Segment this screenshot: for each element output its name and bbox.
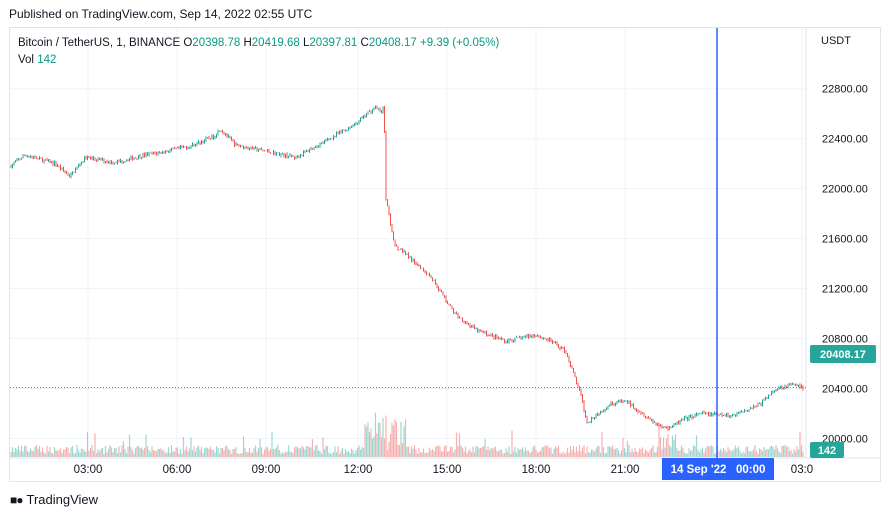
volume-bars [10, 412, 804, 457]
time-tick-label: 06:00 [163, 464, 192, 476]
price-tick-label: 22000.00 [822, 184, 868, 196]
legend-ohlc-row: Bitcoin / TetherUS, 1, BINANCE O20398.78… [18, 35, 499, 52]
published-header: Published on TradingView.com, Sep 14, 20… [9, 7, 313, 21]
crosshair-time-tag: 14 Sep '22 00:00 [671, 464, 766, 476]
brand-label: TradingView [26, 492, 99, 507]
volume-tag-bg [810, 442, 844, 458]
time-tick-label: 21:00 [611, 464, 640, 476]
open-key: O [183, 37, 193, 49]
price-axis: 22800.00 22400.00 22000.00 21600.00 21200.00… [822, 84, 868, 446]
time-tick-label: 12:00 [344, 464, 373, 476]
price-tick-label: 21200.00 [822, 284, 868, 296]
chart-frame[interactable] [9, 27, 881, 482]
open-value: 20398.78 [192, 37, 241, 49]
volume-value: 142 [37, 54, 57, 66]
high-value: 20419.68 [251, 37, 300, 49]
price-tick-label: 22800.00 [822, 84, 868, 96]
tradingview-logo-icon: ■● [10, 492, 23, 507]
last-price-tag-bg [810, 345, 876, 363]
time-tick-label: 18:00 [522, 464, 551, 476]
high-key: H [243, 37, 252, 49]
currency-label: USDT [821, 35, 851, 47]
time-axis: 03:00 06:00 09:00 12:00 15:00 18:00 21:00 03:0 [74, 464, 814, 476]
chart-legend: Bitcoin / TetherUS, 1, BINANCE O20398.78… [18, 35, 499, 69]
time-tick-label: 03:00 [74, 464, 103, 476]
time-tick-label: 03:0 [791, 464, 813, 476]
volume-tag: 142 [818, 445, 836, 457]
legend-volume-row: Vol 142 [18, 52, 499, 69]
crosshair-time-tag-bg [662, 458, 774, 480]
low-key: L [302, 37, 310, 49]
close-key: C [360, 37, 369, 49]
change-value: +9.39 (+0.05%) [420, 37, 500, 49]
tradingview-brand[interactable]: ■● TradingView [10, 492, 98, 507]
candles [10, 105, 804, 431]
last-price-tag: 20408.17 [820, 349, 866, 361]
price-tick-label: 20400.00 [822, 384, 868, 396]
time-tick-label: 09:00 [252, 464, 281, 476]
time-tick-label: 15:00 [433, 464, 462, 476]
symbol-name[interactable]: Bitcoin / TetherUS, 1, BINANCE [18, 37, 181, 49]
price-tick-label: 21600.00 [822, 234, 868, 246]
close-value: 20408.17 [368, 37, 417, 49]
low-value: 20397.81 [309, 37, 358, 49]
price-tick-label: 22400.00 [822, 134, 868, 146]
price-tick-label: 20800.00 [822, 334, 868, 346]
volume-key[interactable]: Vol [18, 54, 34, 66]
grid [10, 28, 880, 459]
